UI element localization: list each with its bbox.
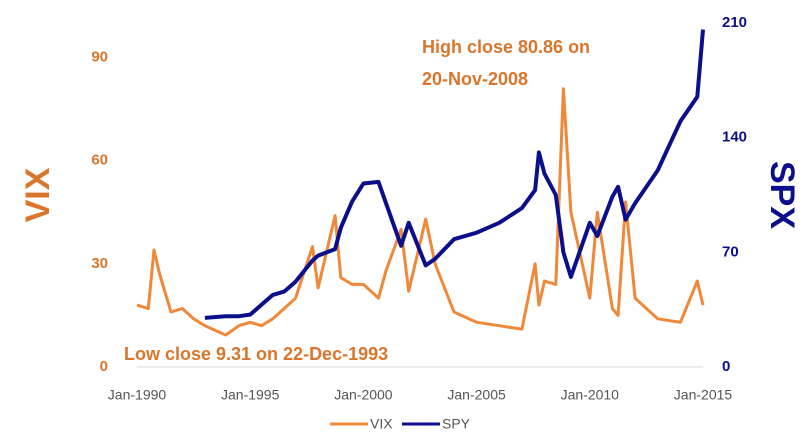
x-tick-label: Jan-2015 (674, 387, 733, 403)
x-tick-label: Jan-1990 (108, 387, 167, 403)
x-tick-label: Jan-2000 (334, 387, 393, 403)
y2-tick-label: 0 (722, 358, 730, 375)
y-axis-label: VIX (19, 167, 57, 222)
annotation: 20-Nov-2008 (422, 69, 528, 89)
x-tick-label: Jan-1995 (221, 387, 280, 403)
y-tick-label: 60 (91, 152, 108, 169)
legend-label: VIX (370, 416, 393, 432)
y-tick-label: 30 (91, 255, 108, 272)
legend-label: SPY (442, 416, 471, 432)
series-line (204, 29, 705, 320)
y2-tick-label: 140 (722, 129, 747, 146)
y2-tick-label: 210 (722, 14, 747, 31)
y-tick-label: 90 (91, 48, 108, 65)
series-line (136, 87, 705, 337)
x-tick-label: Jan-2010 (561, 387, 620, 403)
annotation: Low close 9.31 on 22-Dec-1993 (124, 344, 388, 364)
y-tick-label: 0 (100, 358, 108, 375)
y2-axis-label: SPX (763, 161, 801, 229)
annotation: High close 80.86 on (422, 37, 590, 57)
y2-tick-label: 70 (722, 243, 739, 260)
x-tick-label: Jan-2005 (447, 387, 506, 403)
